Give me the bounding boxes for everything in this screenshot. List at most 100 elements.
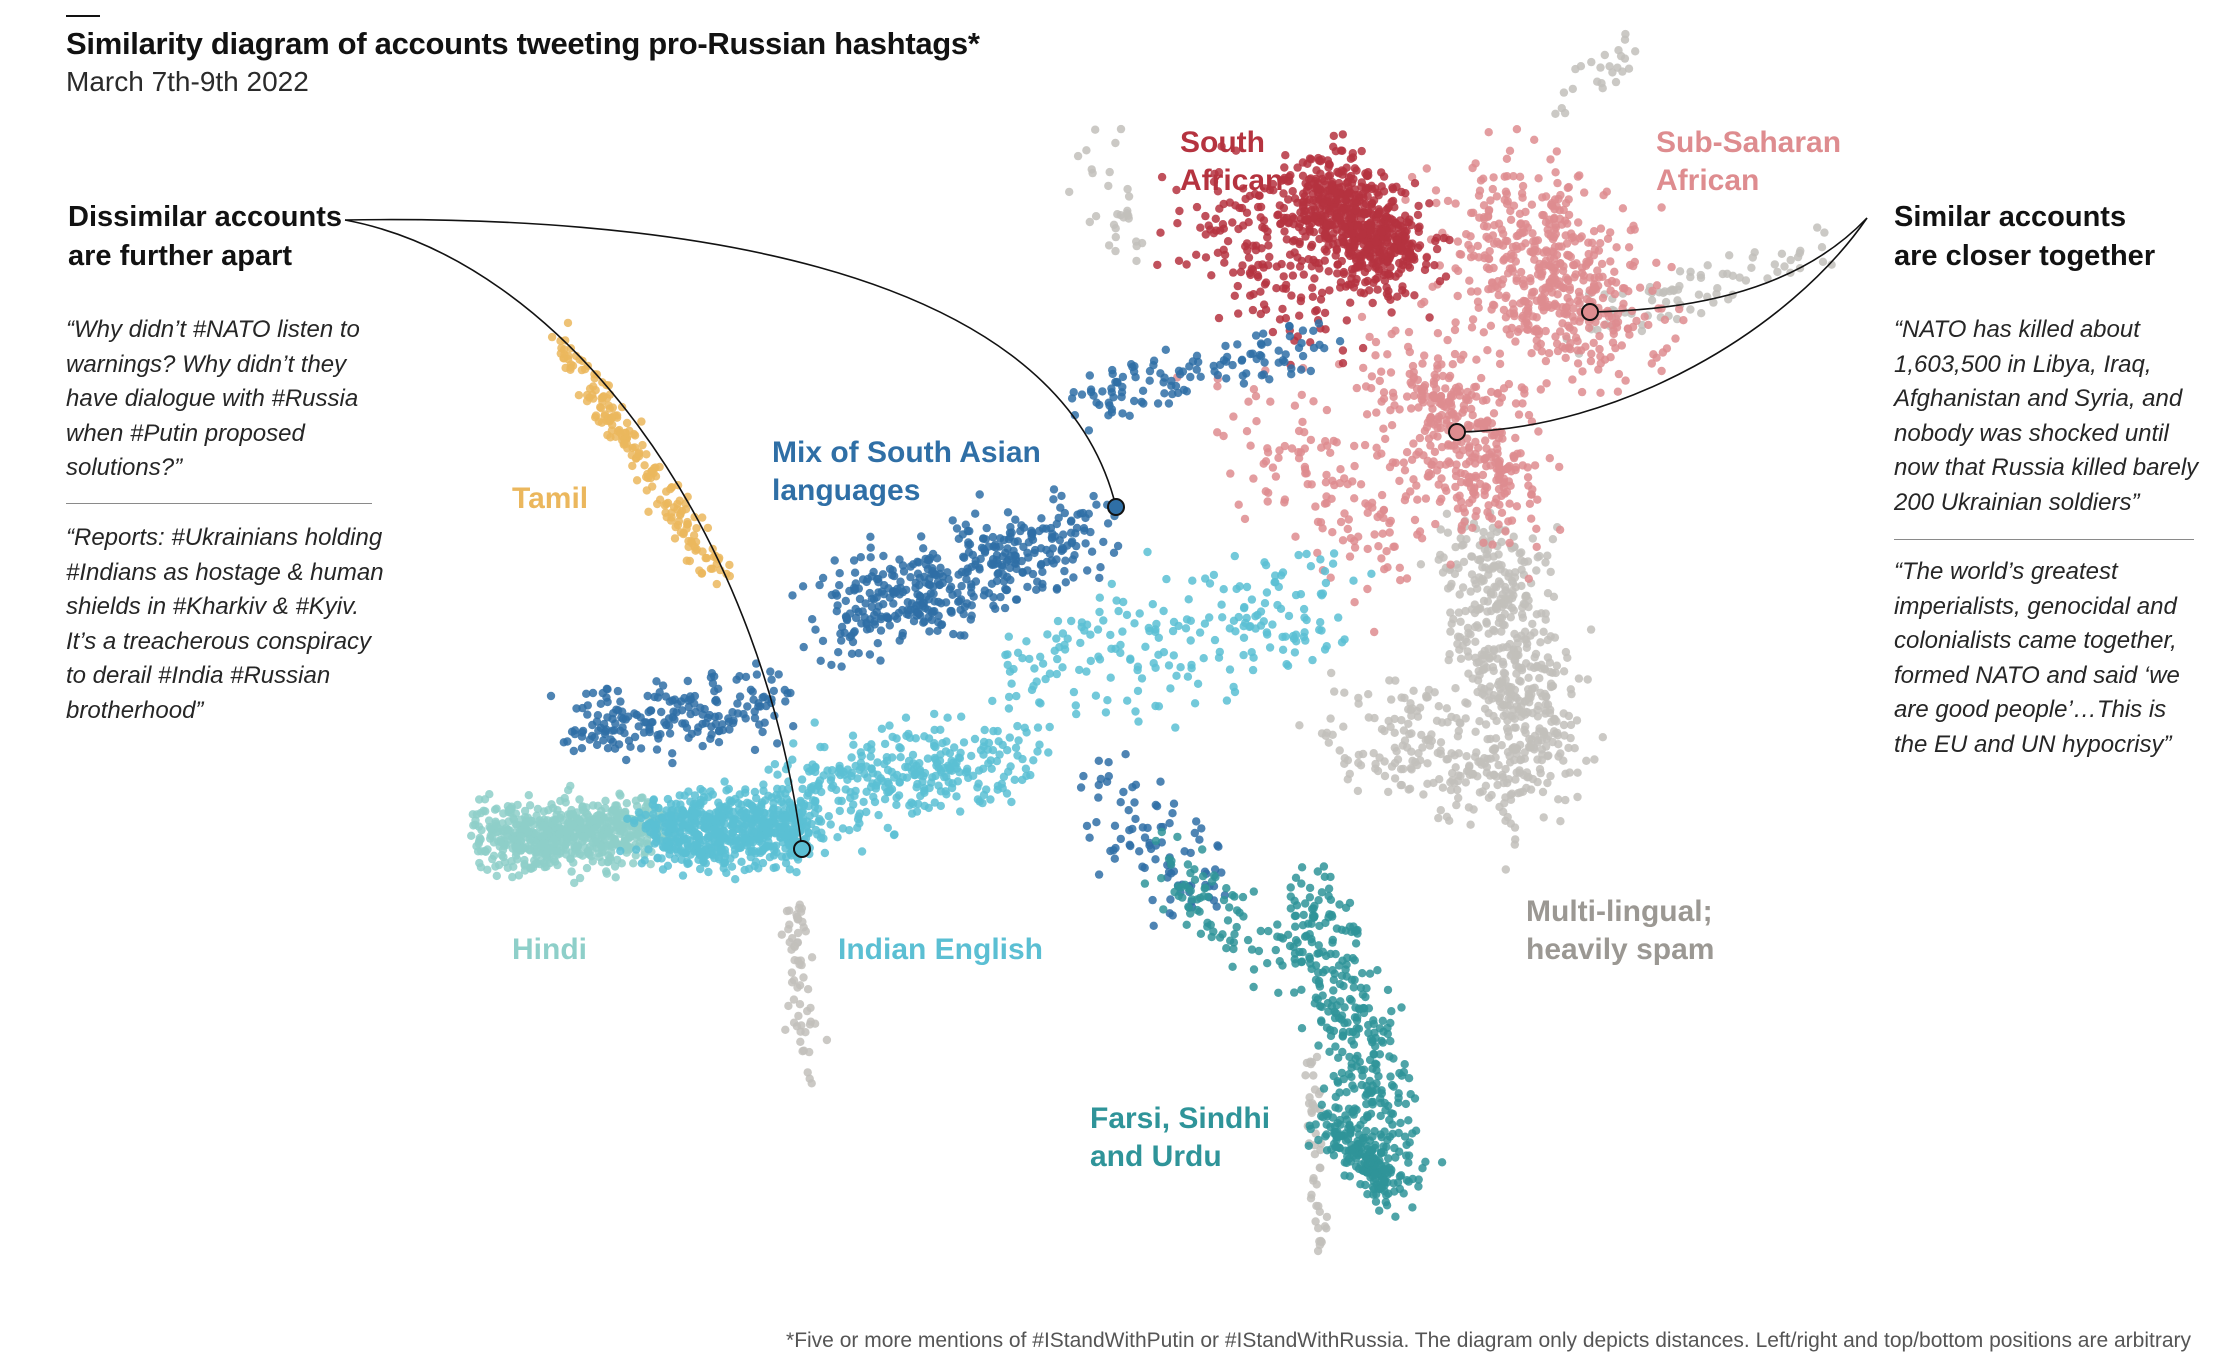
scatter-point xyxy=(914,581,924,590)
scatter-point xyxy=(630,709,639,718)
scatter-point xyxy=(1404,719,1413,728)
scatter-point xyxy=(1516,756,1525,765)
scatter-point xyxy=(1168,809,1177,818)
scatter-point xyxy=(559,816,568,825)
scatter-point xyxy=(1713,284,1722,293)
scatter-point xyxy=(1300,462,1310,472)
scatter-point xyxy=(1061,556,1070,565)
title-rule xyxy=(66,15,100,17)
scatter-point xyxy=(1474,443,1483,452)
scatter-point xyxy=(1569,326,1578,335)
scatter-point xyxy=(1528,619,1537,629)
scatter-point xyxy=(1494,475,1504,484)
scatter-point xyxy=(1562,273,1571,282)
scatter-point xyxy=(1430,447,1440,457)
scatter-point xyxy=(1475,788,1485,797)
scatter-point xyxy=(1488,694,1497,703)
scatter-point xyxy=(618,723,627,732)
scatter-point xyxy=(1648,286,1657,295)
scatter-point xyxy=(1504,601,1513,610)
scatter-point xyxy=(652,745,662,754)
scatter-point xyxy=(1304,1099,1314,1108)
scatter-point xyxy=(1511,582,1521,592)
scatter-point xyxy=(1612,243,1621,252)
scatter-point xyxy=(1192,250,1201,259)
scatter-point xyxy=(1321,212,1330,221)
scatter-point xyxy=(1057,491,1066,501)
scatter-point xyxy=(1494,465,1503,474)
scatter-point xyxy=(899,567,909,576)
scatter-point xyxy=(606,855,615,864)
scatter-point xyxy=(1196,372,1205,381)
scatter-point xyxy=(1124,806,1133,815)
scatter-point xyxy=(1307,240,1317,250)
scatter-point xyxy=(1673,285,1683,294)
scatter-point xyxy=(1443,335,1452,345)
scatter-point xyxy=(1320,308,1330,318)
scatter-point xyxy=(987,579,997,588)
scatter-point xyxy=(1502,199,1512,209)
scatter-point xyxy=(1457,526,1466,535)
scatter-point xyxy=(508,872,517,882)
scatter-point xyxy=(1373,257,1383,266)
scatter-point xyxy=(692,524,701,533)
scatter-point xyxy=(781,697,790,706)
scatter-point xyxy=(1346,171,1356,181)
scatter-point xyxy=(1402,218,1412,227)
scatter-point xyxy=(1167,381,1176,390)
scatter-point xyxy=(1489,666,1498,676)
chart-subtitle: March 7th-9th 2022 xyxy=(66,66,309,97)
scatter-point xyxy=(1367,372,1377,381)
scatter-point xyxy=(1600,355,1610,364)
scatter-point xyxy=(749,695,758,704)
scatter-point xyxy=(1505,538,1514,548)
scatter-point xyxy=(1672,314,1682,324)
scatter-point xyxy=(1336,465,1345,474)
scatter-point xyxy=(663,861,673,870)
scatter-point xyxy=(1333,260,1343,269)
scatter-point xyxy=(670,695,679,704)
scatter-point xyxy=(1291,532,1300,541)
scatter-point xyxy=(1082,821,1092,831)
scatter-point xyxy=(1377,367,1386,376)
scatter-point xyxy=(489,851,499,860)
scatter-point xyxy=(1468,315,1478,324)
scatter-point xyxy=(1094,870,1104,879)
scatter-point xyxy=(485,790,494,799)
scatter-point xyxy=(691,828,701,838)
scatter-point xyxy=(746,685,756,694)
scatter-point xyxy=(1338,130,1348,139)
scatter-point xyxy=(680,719,690,728)
scatter-point xyxy=(1123,184,1132,194)
scatter-point xyxy=(1432,466,1442,475)
scatter-point xyxy=(1447,712,1456,722)
scatter-point xyxy=(1407,404,1416,413)
scatter-point xyxy=(1452,800,1461,810)
scatter-point xyxy=(735,672,744,681)
scatter-point xyxy=(1364,690,1373,699)
scatter-point xyxy=(1470,453,1479,462)
scatter-point xyxy=(1471,727,1480,736)
scatter-point xyxy=(711,696,720,706)
scatter-point xyxy=(1559,667,1569,676)
scatter-point xyxy=(1492,772,1501,781)
scatter-point xyxy=(1786,255,1795,265)
scatter-point xyxy=(924,605,933,614)
scatter-point xyxy=(1106,846,1115,856)
scatter-point xyxy=(949,629,958,639)
scatter-point xyxy=(1174,256,1184,265)
scatter-point xyxy=(1408,704,1417,713)
scatter-point xyxy=(1295,237,1304,247)
scatter-point xyxy=(1563,653,1572,662)
scatter-point xyxy=(774,670,783,679)
scatter-point xyxy=(903,605,912,615)
scatter-point xyxy=(1453,776,1463,786)
scatter-point xyxy=(888,566,897,575)
scatter-point xyxy=(727,821,736,830)
scatter-point xyxy=(1407,711,1416,720)
scatter-point xyxy=(1563,183,1573,193)
scatter-point xyxy=(1482,263,1492,272)
scatter-point xyxy=(655,462,664,472)
scatter-point xyxy=(1213,248,1223,257)
scatter-point xyxy=(1521,297,1531,306)
